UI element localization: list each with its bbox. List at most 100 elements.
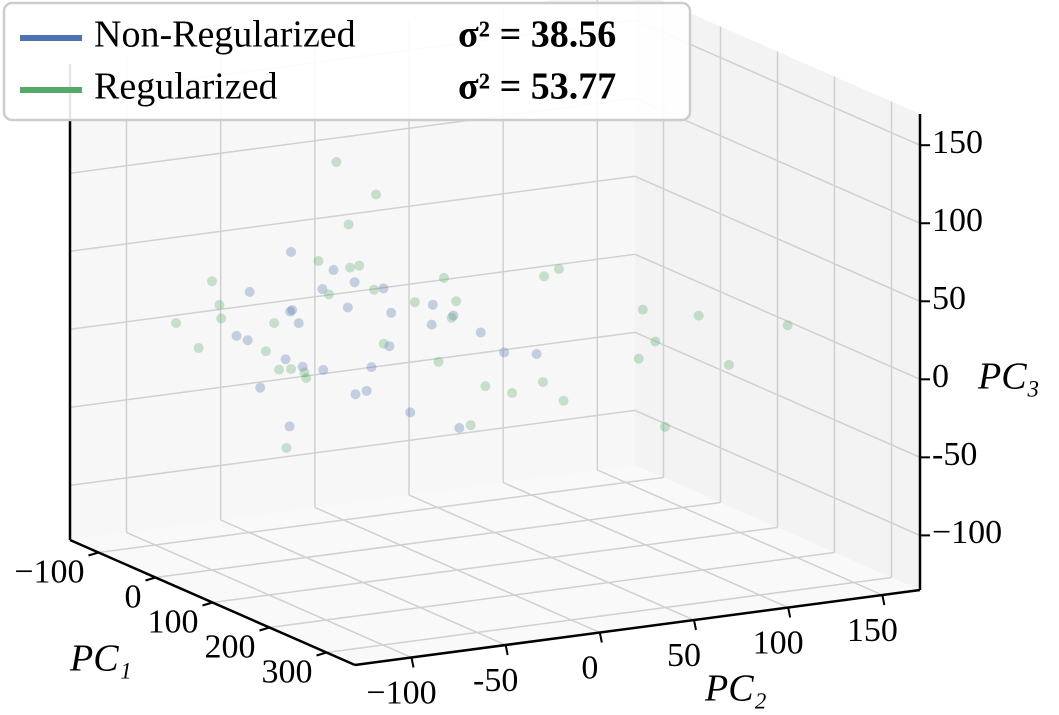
grid-line xyxy=(98,476,664,554)
point xyxy=(378,338,389,349)
grid-line xyxy=(597,469,883,596)
point xyxy=(433,356,444,367)
x-tick-label: 300 xyxy=(262,653,313,690)
point xyxy=(255,382,266,393)
point xyxy=(286,363,297,374)
grid-line xyxy=(126,531,412,659)
point xyxy=(342,302,353,313)
grid-line xyxy=(326,576,892,654)
point xyxy=(242,335,253,346)
point xyxy=(378,283,389,294)
y-tick xyxy=(598,632,603,643)
point xyxy=(480,381,491,392)
grid-line xyxy=(634,409,921,537)
grid-line xyxy=(69,409,636,487)
z-axis-label: PC₃ xyxy=(977,356,1040,398)
y-tick xyxy=(410,657,415,668)
point xyxy=(366,362,377,373)
grid-line xyxy=(634,253,921,380)
x-axis-label: PC₁ xyxy=(69,638,132,680)
grid-line xyxy=(212,526,778,604)
point xyxy=(317,284,328,295)
point xyxy=(216,313,227,324)
point xyxy=(274,364,285,375)
y-tick xyxy=(881,594,886,606)
point xyxy=(427,299,438,310)
x-tick-label: 0 xyxy=(125,578,142,615)
point xyxy=(409,297,420,308)
point xyxy=(448,310,459,321)
point xyxy=(323,289,334,300)
point xyxy=(475,327,486,338)
axes xyxy=(68,64,922,667)
legend-variance: σ² = 38.56 xyxy=(458,14,616,56)
x-tick-label: 100 xyxy=(148,603,199,640)
point xyxy=(269,318,280,329)
point xyxy=(207,276,217,287)
point xyxy=(350,389,361,400)
y-tick-label: 150 xyxy=(847,612,898,649)
point xyxy=(244,286,255,297)
y-tick-label: -50 xyxy=(473,662,518,699)
x-tick xyxy=(145,576,156,582)
point xyxy=(531,349,542,360)
point xyxy=(171,318,182,329)
grid-line xyxy=(634,175,921,302)
z-tick-label: 100 xyxy=(932,202,983,239)
point xyxy=(284,421,295,432)
point xyxy=(328,265,339,276)
z-tick-label: 0 xyxy=(932,358,949,395)
point xyxy=(693,310,704,321)
point xyxy=(426,319,437,330)
point xyxy=(446,312,457,323)
x-tick-label: 200 xyxy=(205,628,256,665)
point xyxy=(301,373,312,384)
point xyxy=(231,330,242,341)
grid-line xyxy=(314,506,601,634)
point xyxy=(313,255,324,266)
point xyxy=(281,442,292,453)
legend-variance: σ² = 53.77 xyxy=(458,66,616,108)
points xyxy=(171,157,793,453)
point xyxy=(331,157,342,168)
legend-box xyxy=(2,1,692,122)
point xyxy=(280,354,291,365)
point xyxy=(386,307,397,318)
y-tick-label: 0 xyxy=(581,649,598,686)
x-tick-label: −100 xyxy=(14,553,84,590)
point xyxy=(285,306,296,317)
point xyxy=(633,353,644,364)
y-tick-label: 100 xyxy=(753,624,804,661)
grid-line xyxy=(634,331,921,459)
point xyxy=(349,277,360,288)
legend: Non-Regularized σ² = 38.56 Regularized σ² =… xyxy=(2,1,692,122)
point xyxy=(507,388,518,399)
point xyxy=(287,304,298,315)
z-tick-label: 50 xyxy=(932,280,966,317)
point xyxy=(318,364,329,375)
point xyxy=(293,318,304,329)
point xyxy=(454,422,465,433)
z-tick-label: -50 xyxy=(932,436,977,473)
point xyxy=(539,271,550,282)
point xyxy=(537,377,548,388)
point xyxy=(214,299,225,310)
point xyxy=(369,284,380,295)
x-tick xyxy=(316,651,327,657)
point xyxy=(438,272,449,283)
point xyxy=(558,395,569,406)
legend-label: Non-Regularized xyxy=(94,14,356,56)
y-tick xyxy=(693,619,697,631)
point xyxy=(343,219,354,230)
point xyxy=(384,341,395,352)
point xyxy=(345,262,356,273)
point xyxy=(660,421,670,432)
point xyxy=(299,367,310,378)
point xyxy=(782,320,793,331)
y-tick xyxy=(504,644,509,656)
back-pane xyxy=(70,0,635,540)
point xyxy=(650,336,661,347)
point xyxy=(405,407,416,418)
